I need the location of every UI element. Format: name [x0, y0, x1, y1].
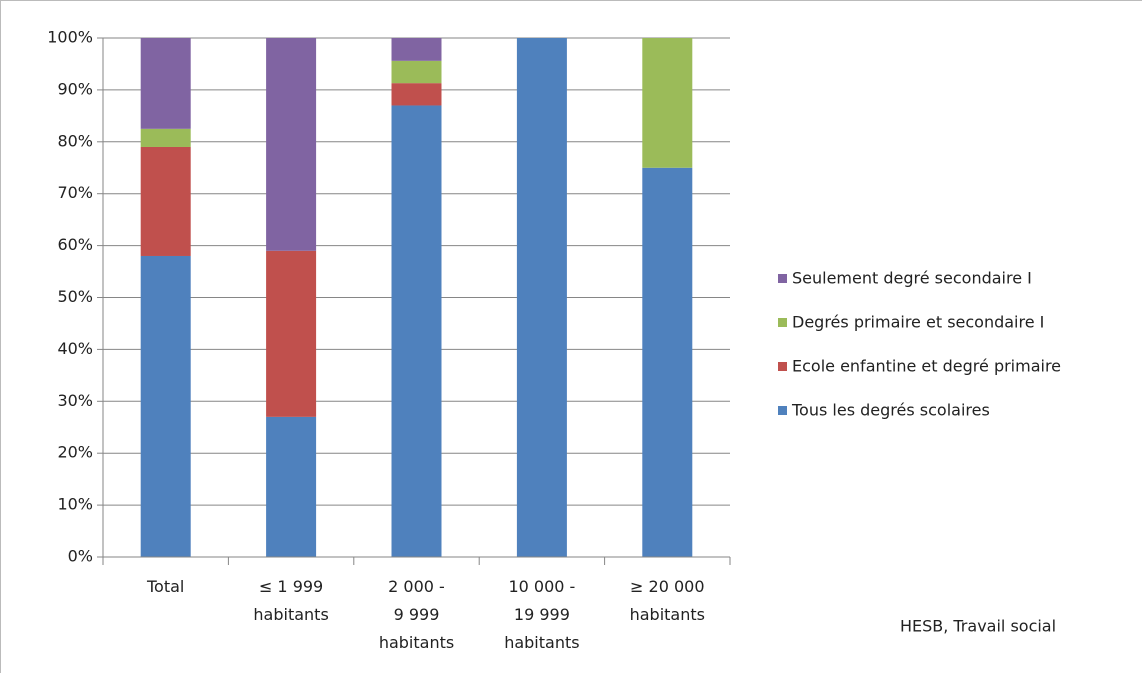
y-tick-label: 20% [57, 443, 93, 462]
legend-swatch [778, 362, 787, 371]
y-tick-label: 40% [57, 339, 93, 358]
legend-label: Seulement degré secondaire I [792, 269, 1032, 288]
legend-label: Ecole enfantine et degré primaire [792, 357, 1061, 376]
bar-segment [391, 38, 442, 61]
legend-swatch [778, 406, 787, 415]
y-tick-label: 30% [57, 391, 93, 410]
bar-segment [642, 38, 693, 168]
bar-segment [140, 146, 191, 256]
bar-segment [391, 105, 442, 557]
legend-label: Degrés primaire et secondaire I [792, 313, 1044, 332]
y-tick-label: 90% [57, 79, 93, 98]
bar-segment [266, 250, 317, 417]
legend-swatch [778, 318, 787, 327]
y-tick-label: 80% [57, 131, 93, 150]
y-tick-label: 10% [57, 495, 93, 514]
y-tick-label: 0% [68, 547, 93, 566]
bar-segment [140, 128, 191, 147]
legend-label: Tous les degrés scolaires [791, 401, 990, 420]
x-tick-label: ≤ 1 999 habitants [253, 577, 328, 624]
x-tick-label: Total [146, 577, 184, 596]
bar-segment [266, 416, 317, 557]
legend-swatch [778, 274, 787, 283]
bar-segment [391, 60, 442, 84]
y-tick-label: 70% [57, 183, 93, 202]
bar-segment [140, 38, 191, 129]
y-tick-label: 50% [57, 287, 93, 306]
bar-segment [516, 38, 567, 557]
bar-segment [140, 255, 191, 558]
bar-segment [266, 38, 317, 251]
x-tick-label: 2 000 -9 999 habitants [379, 577, 454, 652]
x-tick-label: 10 000 -19 999 habitants [504, 577, 579, 652]
bar-segment [391, 83, 442, 106]
annotation: HESB, Travail social [900, 617, 1056, 636]
x-tick-label: ≥ 20 000 habitants [630, 577, 705, 624]
y-tick-label: 60% [57, 235, 93, 254]
y-tick-label: 100% [47, 28, 93, 47]
bar-segment [642, 167, 693, 557]
